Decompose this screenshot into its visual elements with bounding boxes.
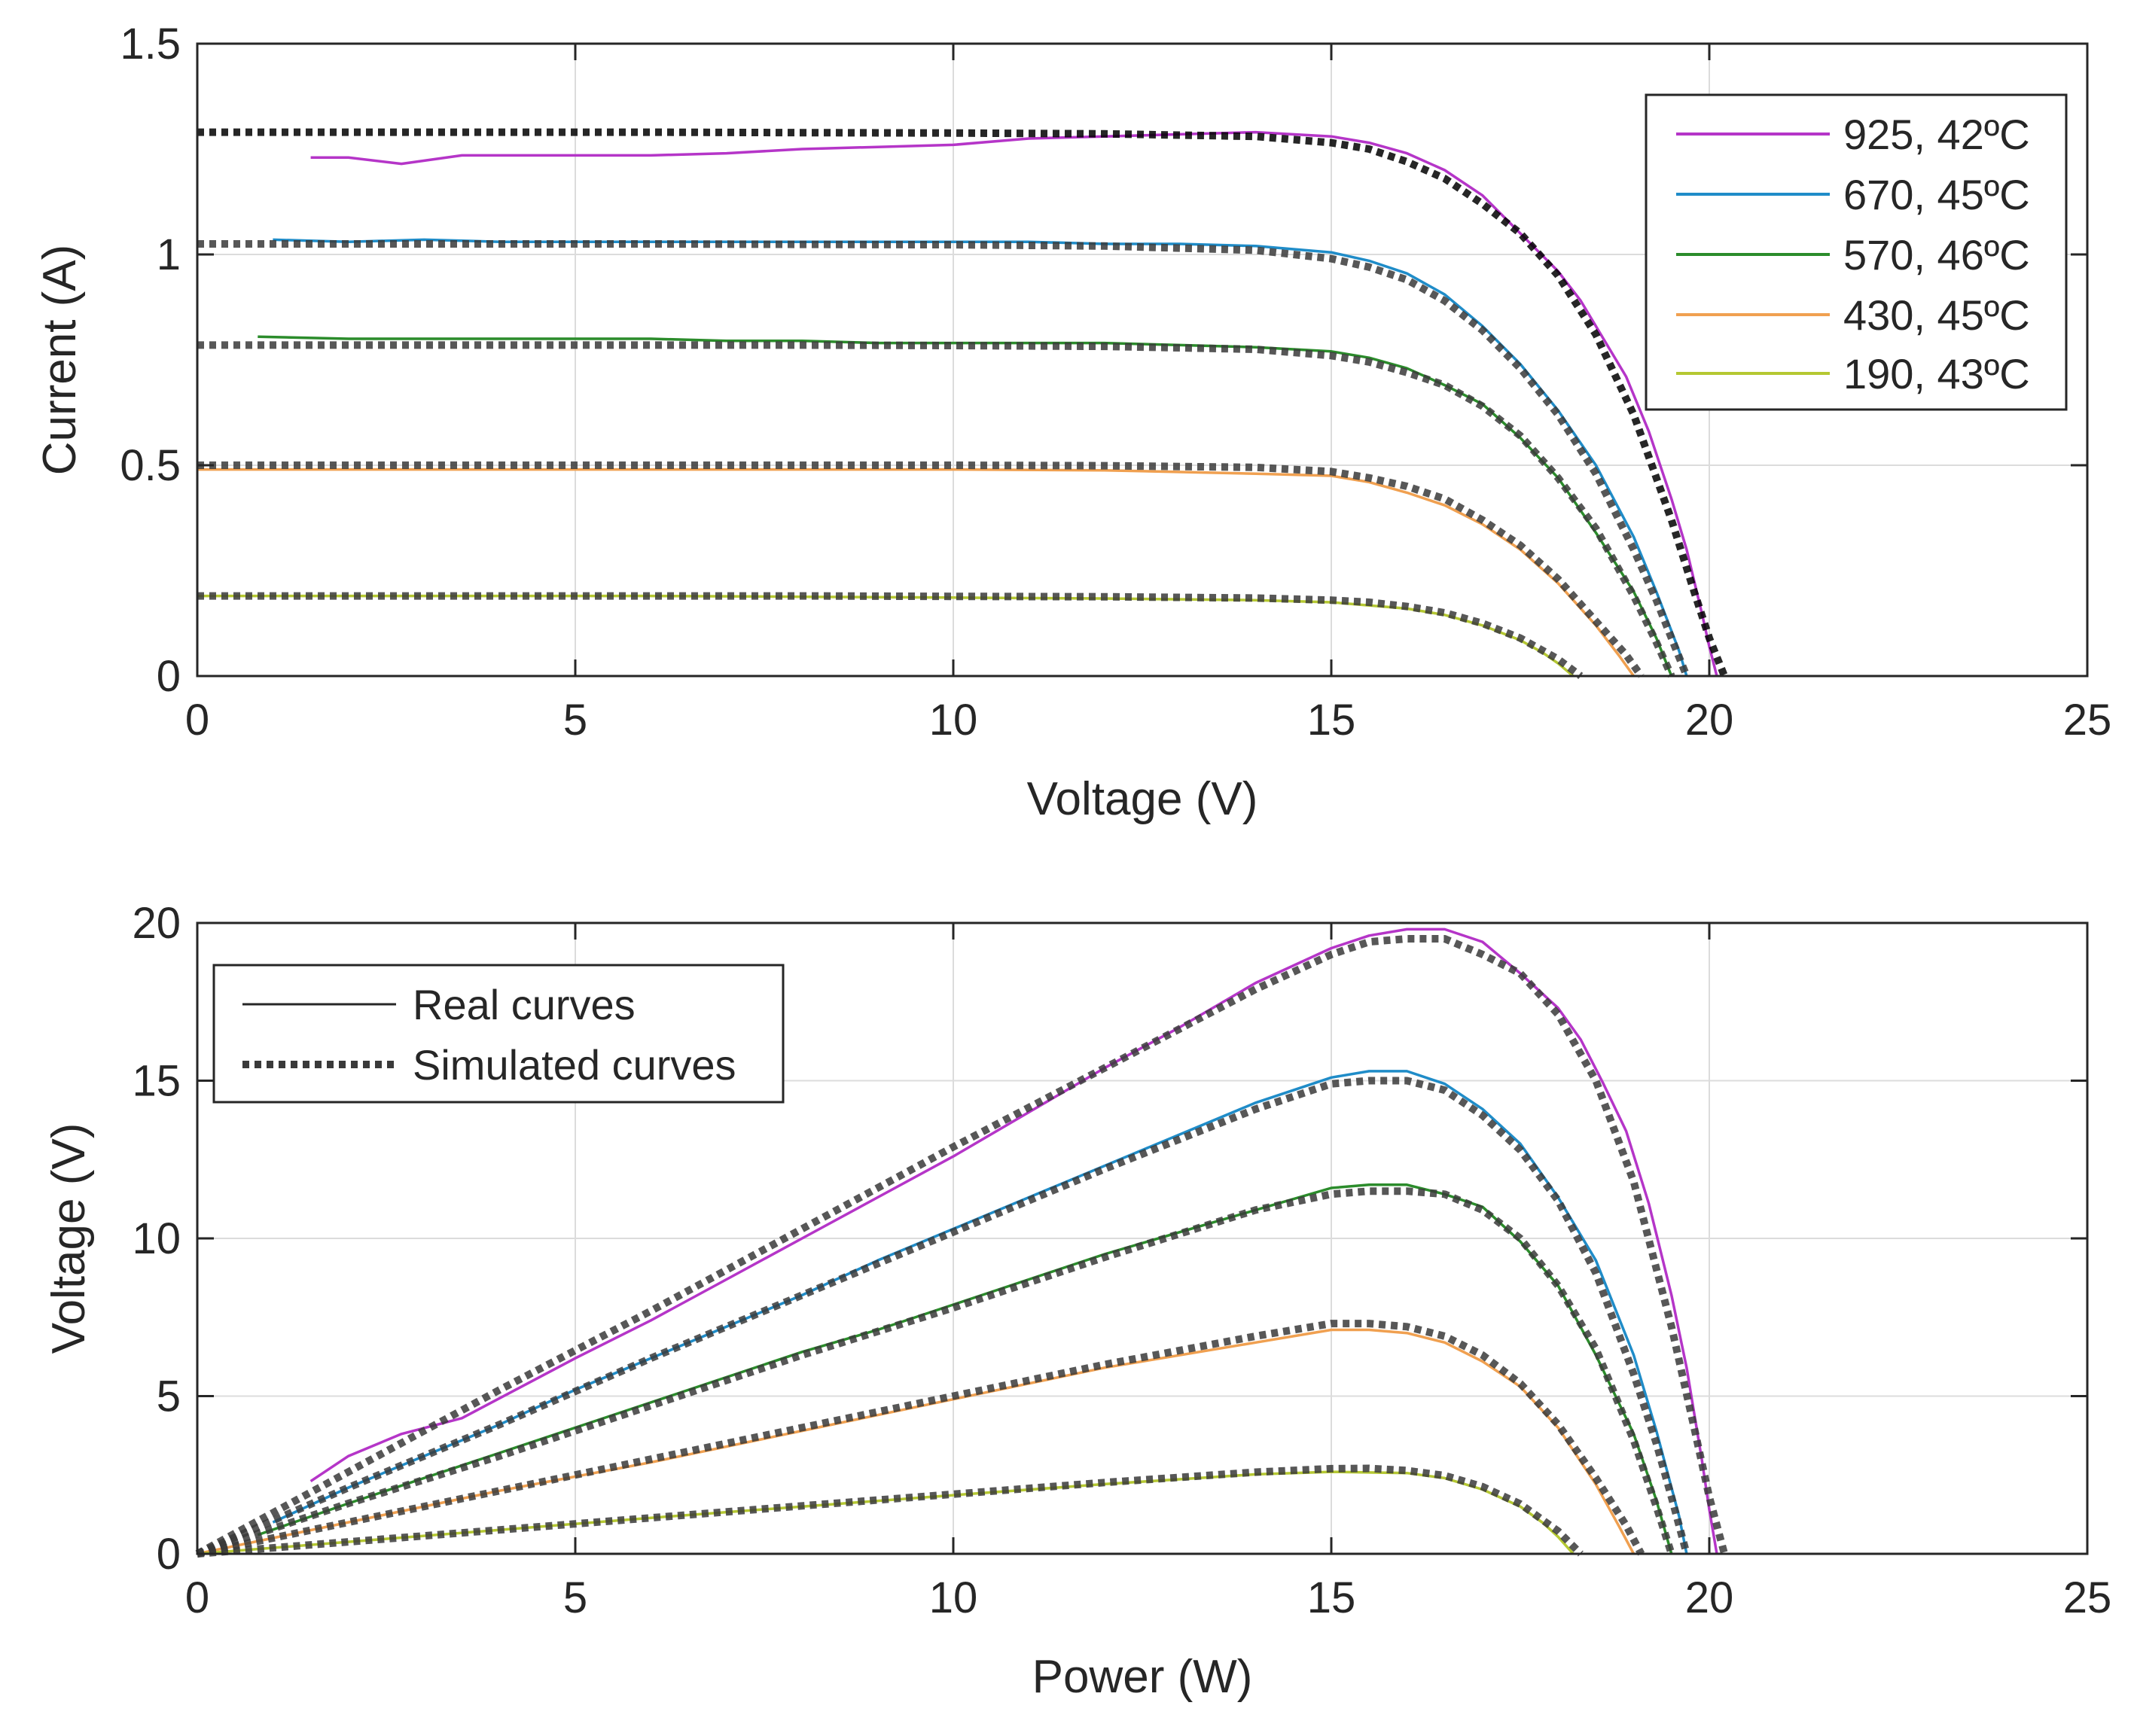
- iv-simulated-curve-430-45-c: [197, 461, 1645, 678]
- pv-x-tick-label: 25: [2063, 1573, 2112, 1622]
- pv-y-tick-label: 0: [157, 1530, 181, 1579]
- iv-legend: 925, 42ºC 670, 45ºC 570, 46ºC 430, 45ºC …: [1645, 93, 2068, 411]
- pv-x-tick-label: 5: [563, 1573, 587, 1622]
- legend-label-925: 925, 42ºC: [1843, 111, 2030, 158]
- iv-y-tick-label: 1.5: [120, 20, 181, 69]
- iv-y-tick-label: 0: [157, 652, 181, 701]
- legend-label-real: Real curves: [413, 981, 636, 1028]
- pv-ticks: 0 5 10 15 20 25 0 5 10 15 20: [132, 899, 2111, 1622]
- legend-label-simulated: Simulated curves: [413, 1041, 736, 1089]
- pv-simulated-curve-925-42-c: [195, 935, 1728, 1558]
- legend-label-570: 570, 46ºC: [1843, 231, 2030, 279]
- legend-label-670: 670, 45ºC: [1843, 171, 2030, 218]
- iv-x-tick-label: 20: [1685, 696, 1734, 745]
- pv-real-curve-925-42-c: [309, 927, 1718, 1555]
- iv-axes-box: [196, 42, 2089, 678]
- pv-x-tick-label: 10: [929, 1573, 978, 1622]
- pv-simulated-curve-670-45-c: [195, 1077, 1690, 1558]
- iv-y-tick-label: 0.5: [120, 441, 181, 490]
- iv-ticks: 0 5 10 15 20 25 0 0.5 1 1.5: [120, 20, 2111, 745]
- iv-y-tick-label: 1: [157, 230, 181, 279]
- pv-y-tick-label: 15: [132, 1057, 181, 1106]
- legend-label-190: 190, 43ºC: [1843, 350, 2030, 397]
- pv-x-tick-label: 15: [1307, 1573, 1356, 1622]
- iv-x-tick-label: 5: [563, 696, 587, 745]
- iv-x-tick-label: 15: [1307, 696, 1356, 745]
- iv-panel: 0 5 10 15 20 25 0 0.5 1 1.5 Voltage (V) Current (…: [34, 20, 2111, 825]
- iv-simulated-curve-670-45-c: [197, 240, 1690, 678]
- iv-y-axis-label: Current (A): [34, 245, 86, 476]
- pv-simulated-curve-190-43-c: [197, 1464, 1584, 1558]
- pv-y-tick-label: 5: [157, 1372, 181, 1421]
- iv-simulated-curve-570-46-c: [197, 341, 1675, 678]
- legend-label-430: 430, 45ºC: [1843, 291, 2030, 339]
- pv-simulated-curve-430-45-c: [196, 1320, 1645, 1558]
- iv-x-tick-label: 10: [929, 696, 978, 745]
- pv-panel: 0 5 10 15 20 25 0 5 10 15 20 Power (W) Voltage (V)…: [43, 899, 2111, 1703]
- pv-x-tick-label: 20: [1685, 1573, 1734, 1622]
- pv-legend-box: [212, 964, 785, 1104]
- pv-legend: Real curves Simulated curves: [212, 964, 785, 1104]
- pv-x-axis-label: Power (W): [1032, 1651, 1253, 1703]
- pv-series: [195, 927, 1728, 1558]
- iv-series: [197, 128, 1728, 680]
- iv-x-axis-label: Voltage (V): [1027, 773, 1258, 825]
- iv-real-curve-925-42-c: [310, 130, 1718, 677]
- iv-legend-box: [1645, 93, 2068, 411]
- pv-y-tick-label: 20: [132, 899, 181, 948]
- pv-y-axis-label: Voltage (V): [43, 1123, 95, 1354]
- pv-y-tick-label: 10: [132, 1214, 181, 1263]
- iv-simulated-curve-190-43-c: [197, 592, 1584, 680]
- pv-x-tick-label: 0: [185, 1573, 209, 1622]
- iv-x-tick-label: 0: [185, 696, 209, 745]
- iv-x-tick-label: 25: [2063, 696, 2112, 745]
